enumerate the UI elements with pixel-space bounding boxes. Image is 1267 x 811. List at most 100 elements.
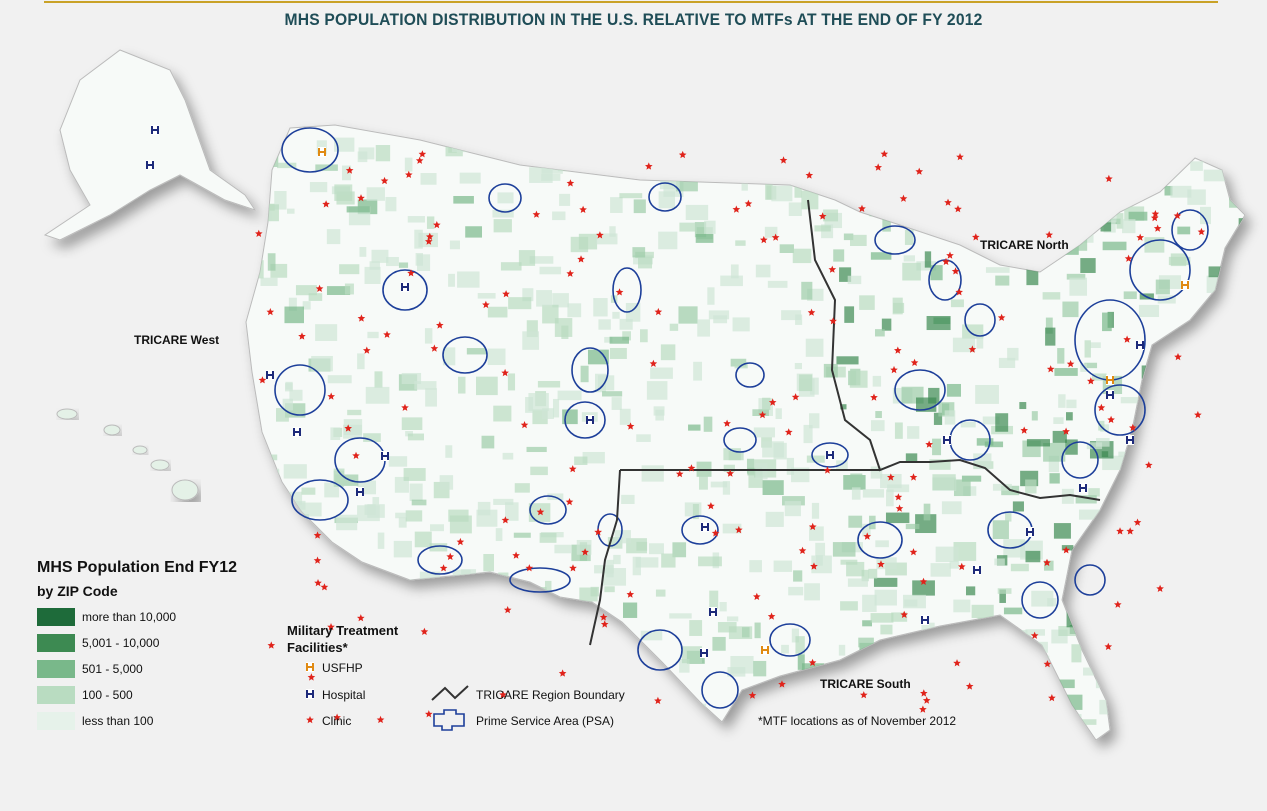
zip-area [593,298,608,317]
zip-area [689,620,703,636]
zip-area [727,152,745,163]
zip-area [1195,614,1213,631]
zip-area [261,454,278,461]
zip-area [832,542,856,557]
clinic-icon [315,284,324,292]
legend-swatch [37,660,75,678]
zip-area [1091,545,1112,558]
zip-area [811,555,832,574]
hospital-icon [356,488,364,496]
zip-area [811,502,820,519]
clinic-icon [771,233,780,241]
clinic-icon [955,288,963,296]
zip-area [1084,362,1098,369]
zip-area [960,624,983,641]
clinic-icon [798,546,807,554]
zip-area [1003,607,1023,615]
zip-area [594,373,606,393]
zip-area [530,466,548,476]
zip-area [445,139,463,157]
zip-area [703,416,713,432]
zip-area [886,706,898,714]
zip-area [1203,169,1228,182]
zip-area [998,357,1016,368]
clinic-icon [433,221,441,229]
zip-area [847,578,868,587]
zip-area [655,409,664,421]
zip-area [873,577,898,587]
zip-area [250,427,262,433]
zip-area [1095,438,1110,447]
zip-area [833,249,845,262]
zip-area [885,512,910,524]
zip-area [848,515,863,528]
clinic-icon [581,548,589,556]
zip-area [528,393,549,411]
clinic-icon [425,710,433,718]
clinic-icon [1046,365,1055,373]
zip-area [882,661,901,669]
zip-area [1181,409,1189,419]
clinic-icon [915,167,923,175]
zip-area [864,163,876,172]
zip-area [1066,609,1077,628]
zip-area [632,556,641,576]
zip-area [728,626,753,640]
zip-area [767,280,788,288]
zip-area [1058,732,1079,740]
zip-area [493,405,512,422]
legend-item: USFHP [322,661,363,675]
zip-area [1230,249,1238,262]
clinic-icon [1045,230,1053,239]
zip-area [741,177,748,191]
clinic-icon [1173,211,1182,219]
psa-area [291,479,349,521]
clinic-icon [972,233,980,241]
clinic-icon [512,551,520,559]
zip-area [410,595,433,604]
clinic-icon [723,419,731,427]
zip-area [1099,699,1121,715]
zip-area [505,502,519,521]
zip-area [699,733,706,740]
zip-area [669,323,679,331]
zip-area [753,427,776,438]
zip-area [1195,645,1208,657]
zip-area [944,173,951,191]
zip-area [982,416,1000,425]
zip-area [311,355,333,372]
zip-area [393,662,417,681]
zip-area [1231,331,1241,340]
zip-area [651,676,662,685]
zip-area [582,451,605,464]
zip-area [1054,368,1078,376]
clinic-icon [810,562,818,570]
clinic-icon [600,620,609,628]
clinic-icon [333,713,341,721]
zip-area [1078,182,1102,192]
zip-area [457,271,480,288]
zip-area [771,185,793,202]
zip-area [950,299,964,308]
legend-item: Hospital [322,688,366,702]
zip-area [977,617,996,623]
zip-area [1093,209,1117,223]
legend-title: Military Treatment Facilities* [287,623,399,655]
legend-swatch [37,686,75,704]
zip-area [1144,685,1155,702]
zip-area [1075,495,1097,504]
zip-area [746,458,755,474]
clinic-icon [380,176,389,185]
zip-area [976,651,999,660]
clinic-icon [439,564,448,572]
zip-area [905,523,920,530]
zip-area [415,253,423,266]
hospital-icon [266,371,274,379]
zip-area [1236,262,1245,274]
clinic-icon [565,498,574,506]
hawaii-island [103,424,121,436]
zip-area [1045,327,1056,346]
zip-area [717,622,737,633]
zip-area [779,244,794,253]
clinic-icon [887,473,895,481]
